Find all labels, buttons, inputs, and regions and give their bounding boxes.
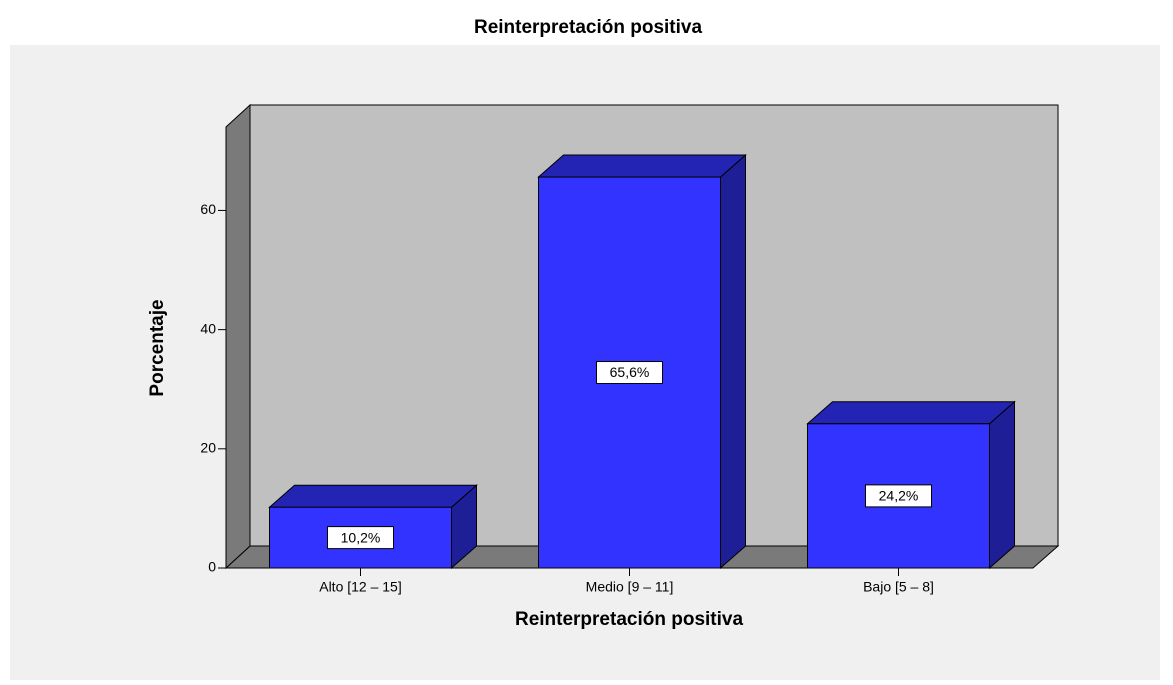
value-label: 24,2% xyxy=(879,488,919,504)
y-tick-label: 60 xyxy=(200,201,216,217)
x-axis-title: Reinterpretación positiva xyxy=(515,609,743,630)
bar-top xyxy=(268,484,478,508)
bar-side xyxy=(989,400,1015,570)
y-tick-label: 20 xyxy=(200,440,216,456)
value-label-box xyxy=(865,484,932,508)
y-axis-title: Porcentaje xyxy=(147,299,168,396)
left-wall xyxy=(225,103,251,570)
y-tick-label: 0 xyxy=(208,559,216,575)
bar-top xyxy=(806,401,1016,425)
value-label: 10,2% xyxy=(341,529,381,545)
value-label-box xyxy=(596,361,663,385)
value-label: 65,6% xyxy=(610,364,650,380)
x-tick-label: Alto [12 – 15] xyxy=(319,579,402,595)
y-tick-label: 40 xyxy=(200,320,216,336)
bar-top xyxy=(537,154,747,178)
x-tick-label: Bajo [5 – 8] xyxy=(863,579,934,595)
x-tick-label: Medio [9 – 11] xyxy=(586,579,674,595)
chart-title: Reinterpretación positiva xyxy=(474,17,702,38)
bar-side xyxy=(720,153,746,570)
value-label-box xyxy=(327,526,394,550)
